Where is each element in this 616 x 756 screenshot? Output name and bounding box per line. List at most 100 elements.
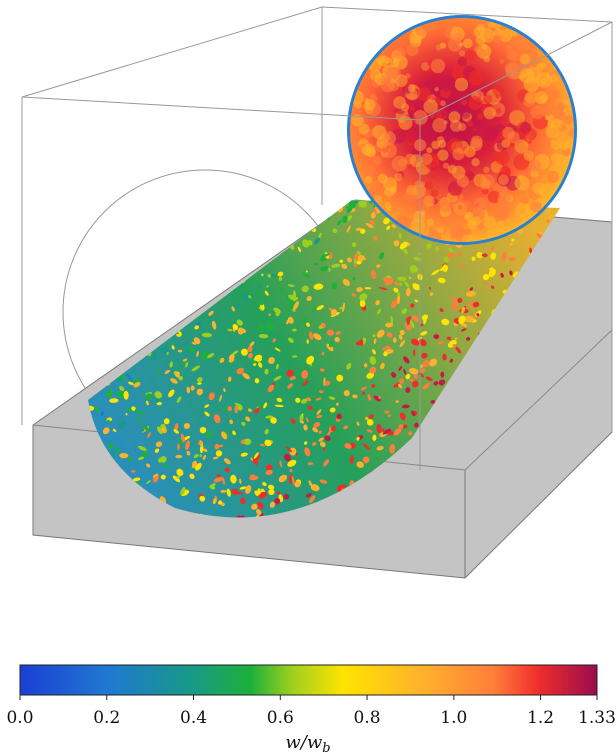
speckle [316, 414, 323, 419]
speckle [457, 252, 462, 257]
speckle [288, 337, 294, 343]
disk-spot [462, 234, 475, 242]
speckle [316, 305, 324, 311]
speckle [93, 200, 99, 203]
speckle [162, 227, 169, 231]
disk-spot [391, 155, 408, 172]
speckle [318, 390, 324, 394]
speckle [362, 456, 370, 464]
speckle [397, 294, 401, 304]
disk-spot [388, 66, 398, 76]
disk-spot [437, 227, 444, 234]
speckle [511, 238, 515, 242]
speckle [335, 331, 342, 335]
speckle [379, 362, 385, 370]
speckle [370, 212, 376, 219]
disk-spot [420, 153, 433, 165]
speckle [88, 262, 93, 269]
speckle [111, 266, 121, 274]
speckle [302, 318, 307, 323]
disk-spot [495, 107, 502, 114]
speckle [140, 223, 146, 229]
speckle [290, 418, 296, 424]
speckle [101, 290, 106, 294]
speckle [274, 497, 281, 504]
speckle [383, 351, 388, 357]
block-edge [464, 329, 613, 471]
speckle [276, 491, 281, 495]
speckle [130, 206, 136, 216]
speckle [117, 219, 125, 226]
speckle [227, 328, 233, 332]
speckle [134, 325, 142, 334]
speckle [466, 290, 476, 297]
speckle [271, 238, 280, 243]
speckle [301, 285, 309, 293]
speckle [305, 492, 312, 498]
speckle [105, 335, 112, 342]
speckle [243, 201, 248, 205]
speckle [199, 444, 204, 454]
speckle [127, 457, 132, 462]
speckle [335, 402, 339, 406]
speckle [258, 301, 263, 306]
speckle [157, 457, 163, 463]
speckle [172, 261, 182, 264]
speckle [509, 270, 513, 276]
speckle [182, 302, 190, 310]
speckle [322, 448, 326, 451]
speckle [337, 207, 344, 213]
speckle [373, 208, 377, 215]
speckle [342, 215, 348, 223]
speckle [173, 237, 181, 246]
speckle [369, 366, 377, 374]
speckle [226, 260, 231, 267]
speckle [359, 299, 366, 308]
speckle [318, 437, 324, 442]
speckle [393, 240, 400, 247]
speckle [258, 306, 264, 312]
speckle [398, 378, 405, 384]
speckle [119, 452, 129, 459]
speckle [163, 269, 168, 273]
speckle [101, 257, 108, 266]
speckle [267, 384, 275, 393]
disk-spot [381, 142, 397, 159]
speckle [185, 362, 189, 368]
disk-spot [542, 108, 552, 118]
disk-spot [459, 50, 466, 57]
disk-spot [409, 105, 415, 111]
speckle [291, 328, 297, 332]
speckle [248, 352, 253, 359]
speckle [180, 487, 186, 496]
colorbar [19, 664, 598, 696]
speckle [298, 220, 304, 228]
speckle [252, 360, 257, 364]
speckle [356, 436, 360, 441]
tick-label: 0.2 [93, 708, 120, 728]
speckle [196, 209, 201, 214]
speckle [175, 372, 180, 378]
speckle [509, 242, 514, 247]
disk-spot [452, 148, 465, 161]
speckle [270, 417, 277, 424]
speckle [109, 243, 119, 250]
disk-spot [426, 218, 434, 226]
speckle [442, 264, 448, 273]
speckle [117, 390, 124, 399]
speckle [411, 380, 419, 388]
label-main: w/w [285, 732, 322, 753]
speckle [181, 227, 190, 232]
speckle [138, 456, 145, 461]
speckle [163, 228, 168, 235]
speckle [359, 293, 368, 301]
speckle [378, 396, 381, 399]
speckle [267, 220, 275, 229]
speckle [152, 473, 159, 478]
speckle [88, 297, 92, 302]
speckle [409, 319, 415, 329]
speckle [251, 503, 258, 510]
speckle [275, 363, 279, 370]
disk-spot [471, 158, 480, 167]
disk-spot [550, 74, 559, 83]
